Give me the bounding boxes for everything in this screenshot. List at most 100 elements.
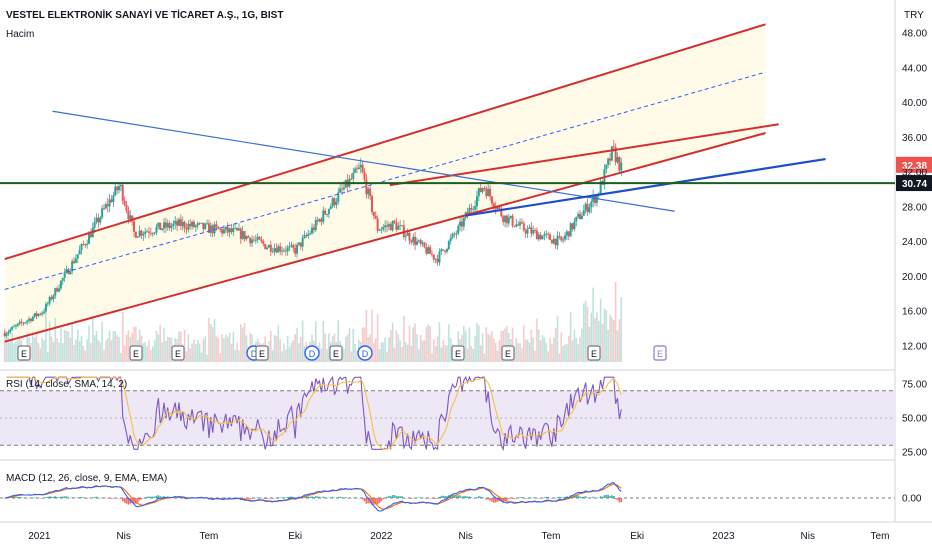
candle-body	[3, 332, 6, 336]
candle-body	[209, 225, 212, 233]
volume-bar	[69, 337, 72, 362]
macd-histogram-bar	[316, 496, 319, 498]
candle-body	[335, 201, 338, 205]
candle-body	[266, 247, 269, 250]
candle-body	[556, 235, 559, 246]
volume-bar	[399, 340, 401, 362]
macd-histogram-bar	[18, 496, 21, 498]
macd-histogram-bar	[528, 497, 531, 498]
volume-bar	[290, 342, 293, 362]
macd-histogram-bar	[313, 497, 315, 498]
volume-bar	[200, 352, 203, 362]
candle-body	[116, 186, 119, 191]
macd-histogram-bar	[331, 496, 334, 498]
macd-histogram-bar	[425, 498, 428, 499]
volume-bar	[208, 317, 210, 362]
volume-bar	[168, 337, 171, 362]
rsi-lines	[6, 375, 622, 452]
candle-body	[475, 196, 478, 207]
candle-body	[136, 236, 139, 238]
volume-bar	[54, 317, 57, 362]
candle-body	[221, 229, 224, 234]
macd-histogram-bar	[318, 496, 321, 498]
candle-body	[594, 195, 597, 203]
candle-body	[222, 229, 225, 234]
macd-histogram-bar	[329, 497, 332, 498]
candle-body	[374, 215, 377, 219]
candle-body	[432, 254, 435, 260]
macd-histogram-bar	[112, 498, 115, 499]
volume-bar	[226, 336, 229, 362]
candle-body	[232, 228, 235, 232]
candle-body	[297, 242, 300, 245]
candle-body	[82, 244, 85, 245]
candle-body	[31, 316, 34, 322]
candle-body	[573, 221, 576, 230]
candle-body	[459, 221, 462, 227]
volume-bar	[123, 345, 126, 362]
volume-bar	[388, 337, 390, 362]
volume-bar	[155, 330, 158, 362]
candle-body	[569, 223, 572, 237]
candle-body	[444, 250, 447, 252]
candle-body	[48, 297, 51, 304]
candle-body	[65, 269, 68, 273]
volume-bar	[268, 341, 270, 362]
volume-bar	[78, 341, 81, 362]
volume-bar	[543, 337, 546, 362]
volume-bar	[277, 325, 280, 362]
rsi-ma-line	[6, 376, 622, 450]
macd-histogram-bar	[389, 496, 392, 498]
macd-histogram-bar	[446, 496, 448, 498]
macd-histogram-bar	[249, 498, 251, 500]
candles	[3, 140, 623, 338]
candle-body	[24, 322, 27, 324]
macd-histogram-bar	[78, 497, 81, 498]
rsi-tick-label: 25.00	[902, 448, 927, 459]
candle-body	[410, 240, 413, 243]
volume-bar	[301, 320, 304, 362]
candle-body	[477, 188, 480, 197]
time-axis: 2021 Nis Tem Eki 2022 Nis Tem Eki 2023 Nis Tem	[28, 531, 889, 542]
volume-bar	[76, 329, 79, 362]
candle-body	[174, 220, 177, 224]
macd-histogram-bar	[155, 495, 158, 498]
time-tick-label: Eki	[630, 531, 644, 542]
volume-bar	[153, 340, 156, 362]
volume-bar	[93, 335, 96, 362]
volume-bar	[215, 336, 218, 362]
macd-histogram-bar	[367, 498, 370, 504]
macd-histogram-bar	[271, 498, 274, 499]
price-tick-label: 32.00	[902, 168, 927, 179]
candle-body	[277, 246, 280, 253]
macd-histogram-bar	[476, 497, 478, 498]
candle-body	[37, 313, 40, 316]
channel-lower-line	[4, 132, 766, 343]
candle-body	[129, 215, 132, 219]
volume-bar	[187, 334, 190, 362]
macd-histogram-bar	[376, 498, 379, 505]
macd-histogram-bar	[54, 496, 57, 498]
candle-body	[393, 220, 396, 223]
volume-bar	[151, 346, 154, 362]
volume-bar	[577, 344, 579, 362]
candle-body	[99, 217, 102, 223]
candle-body	[579, 213, 582, 220]
time-tick-label: Tem	[871, 531, 890, 542]
candle-body	[421, 242, 424, 244]
volume-bar	[52, 341, 55, 362]
volume-bar	[556, 315, 559, 362]
time-tick-label: Tem	[200, 531, 219, 542]
candle-body	[462, 217, 465, 227]
macd-histogram-bar	[455, 495, 458, 498]
macd-histogram-bar	[76, 497, 79, 498]
candle-body	[492, 203, 495, 208]
candle-body	[575, 216, 578, 222]
candle-body	[9, 329, 12, 332]
candle-body	[445, 249, 448, 252]
macd-histogram-bar	[566, 496, 568, 498]
macd-histogram-bar	[140, 498, 143, 500]
candle-body	[112, 195, 115, 202]
volume-bar	[219, 353, 222, 362]
macd-histogram-bar	[612, 495, 615, 498]
